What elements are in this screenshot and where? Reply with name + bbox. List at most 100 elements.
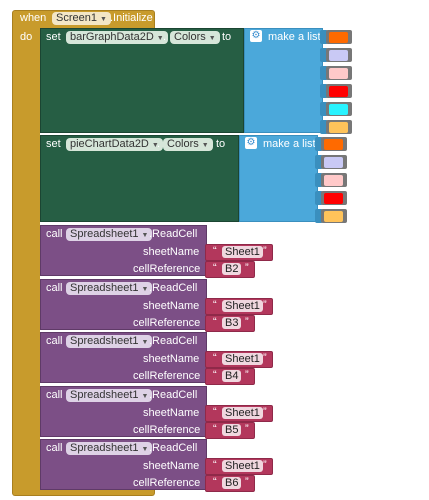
chevron-down-icon: ▼ <box>208 35 216 42</box>
component-name: Spreadsheet1 <box>70 388 139 401</box>
call-label: call <box>46 335 63 347</box>
param-sheetname-label: sheetName <box>143 246 200 258</box>
gear-icon[interactable]: ⚙ <box>250 30 262 42</box>
component-name: Spreadsheet1 <box>70 335 139 347</box>
chevron-down-icon: ▼ <box>151 142 159 149</box>
property-name: Colors <box>167 138 199 150</box>
color-swatch[interactable] <box>329 67 348 79</box>
chevron-down-icon: ▼ <box>201 142 209 149</box>
color-swatch[interactable] <box>329 85 348 97</box>
param-cellreference-label: cellReference <box>133 263 201 275</box>
color-swatch[interactable] <box>329 49 348 61</box>
param-cellreference-label: cellReference <box>133 423 201 436</box>
method-name: .ReadCell <box>149 335 198 347</box>
component-dropdown-screen1[interactable]: Screen1 ▼ <box>52 12 111 25</box>
component-name: Spreadsheet1 <box>70 228 139 240</box>
list-item-socket <box>315 173 323 187</box>
chevron-down-icon: ▼ <box>141 392 149 400</box>
param-sheetname-label: sheetName <box>143 406 200 419</box>
color-swatch[interactable] <box>324 192 343 204</box>
make-list-label: make a list <box>263 138 316 150</box>
color-swatch[interactable] <box>324 210 343 222</box>
close-quote: ” <box>263 405 267 418</box>
component-dropdown-spreadsheet[interactable]: Spreadsheet1 ▼ <box>66 228 153 241</box>
list-item-socket <box>320 30 328 44</box>
param-sheetname-label: sheetName <box>143 299 200 312</box>
color-swatch[interactable] <box>329 31 348 43</box>
component-dropdown-spreadsheet[interactable]: Spreadsheet1 ▼ <box>66 281 153 295</box>
close-quote: ” <box>245 369 249 381</box>
text-value-cell[interactable]: B6 <box>222 477 242 489</box>
color-swatch[interactable] <box>329 103 348 115</box>
param-cellreference-label: cellReference <box>133 477 201 489</box>
component-dropdown-spreadsheet[interactable]: Spreadsheet1 ▼ <box>66 442 153 455</box>
list-item-socket <box>315 155 323 169</box>
text-value-cell[interactable]: B5 <box>222 423 242 436</box>
make-list-block-1[interactable] <box>244 28 323 133</box>
list-item-socket <box>320 48 328 62</box>
open-quote: “ <box>213 298 217 311</box>
list-item-socket <box>315 209 323 223</box>
property-name: Colors <box>174 31 206 43</box>
text-value-sheet[interactable]: Sheet1 <box>222 353 263 365</box>
close-quote: ” <box>245 422 249 435</box>
close-quote: ” <box>245 315 249 328</box>
make-list-block-2[interactable] <box>239 135 318 222</box>
list-item-socket <box>315 191 323 205</box>
component-name: Spreadsheet1 <box>70 442 139 454</box>
text-value-sheet[interactable]: Sheet1 <box>222 246 263 258</box>
open-quote: “ <box>213 262 217 274</box>
open-quote: “ <box>213 422 217 435</box>
color-swatch[interactable] <box>324 156 343 168</box>
component-name: Spreadsheet1 <box>70 281 139 294</box>
close-quote: ” <box>263 245 267 257</box>
method-name: .ReadCell <box>149 388 198 401</box>
property-dropdown-colors[interactable]: Colors ▼ <box>163 138 213 151</box>
list-item-socket <box>320 66 328 80</box>
list-item-socket <box>315 137 323 151</box>
chevron-down-icon: ▼ <box>141 285 149 293</box>
event-block-body <box>12 28 40 491</box>
chevron-down-icon: ▼ <box>99 16 107 23</box>
do-label: do <box>20 31 33 43</box>
chevron-down-icon: ▼ <box>141 339 149 346</box>
text-value-sheet[interactable]: Sheet1 <box>222 406 263 419</box>
close-quote: ” <box>263 298 267 311</box>
property-dropdown-colors[interactable]: Colors ▼ <box>170 31 220 44</box>
method-name: .ReadCell <box>149 281 198 294</box>
event-name: .Initialize <box>110 12 153 24</box>
to-label: to <box>216 138 226 150</box>
when-label: when <box>20 12 47 24</box>
component-name: Screen1 <box>56 12 97 24</box>
color-swatch[interactable] <box>324 174 343 186</box>
component-dropdown-bargraph[interactable]: barGraphData2D ▼ <box>66 31 168 44</box>
open-quote: “ <box>213 245 217 257</box>
gear-icon[interactable]: ⚙ <box>245 137 257 149</box>
component-dropdown-spreadsheet[interactable]: Spreadsheet1 ▼ <box>66 335 153 348</box>
param-sheetname-label: sheetName <box>143 353 200 365</box>
color-swatch[interactable] <box>324 138 343 150</box>
open-quote: “ <box>213 476 217 488</box>
set-block-bar-graph[interactable] <box>40 28 244 133</box>
text-value-cell[interactable]: B4 <box>222 370 242 382</box>
dot-label: . <box>163 31 167 43</box>
call-label: call <box>46 281 63 294</box>
param-cellreference-label: cellReference <box>133 370 201 382</box>
color-swatch[interactable] <box>329 121 348 133</box>
component-dropdown-piechart[interactable]: pieChartData2D ▼ <box>66 138 163 151</box>
component-dropdown-spreadsheet[interactable]: Spreadsheet1 ▼ <box>66 388 153 402</box>
chevron-down-icon: ▼ <box>156 35 164 42</box>
list-item-socket <box>320 84 328 98</box>
text-value-cell[interactable]: B2 <box>222 263 242 275</box>
open-quote: “ <box>213 315 217 328</box>
call-label: call <box>46 388 63 401</box>
to-label: to <box>222 31 232 43</box>
method-name: .ReadCell <box>149 228 198 240</box>
chevron-down-icon: ▼ <box>141 232 149 239</box>
text-value-sheet[interactable]: Sheet1 <box>222 299 263 312</box>
open-quote: “ <box>213 405 217 418</box>
close-quote: ” <box>245 262 249 274</box>
text-value-cell[interactable]: B3 <box>222 316 242 329</box>
chevron-down-icon: ▼ <box>141 446 149 453</box>
text-value-sheet[interactable]: Sheet1 <box>222 460 263 472</box>
